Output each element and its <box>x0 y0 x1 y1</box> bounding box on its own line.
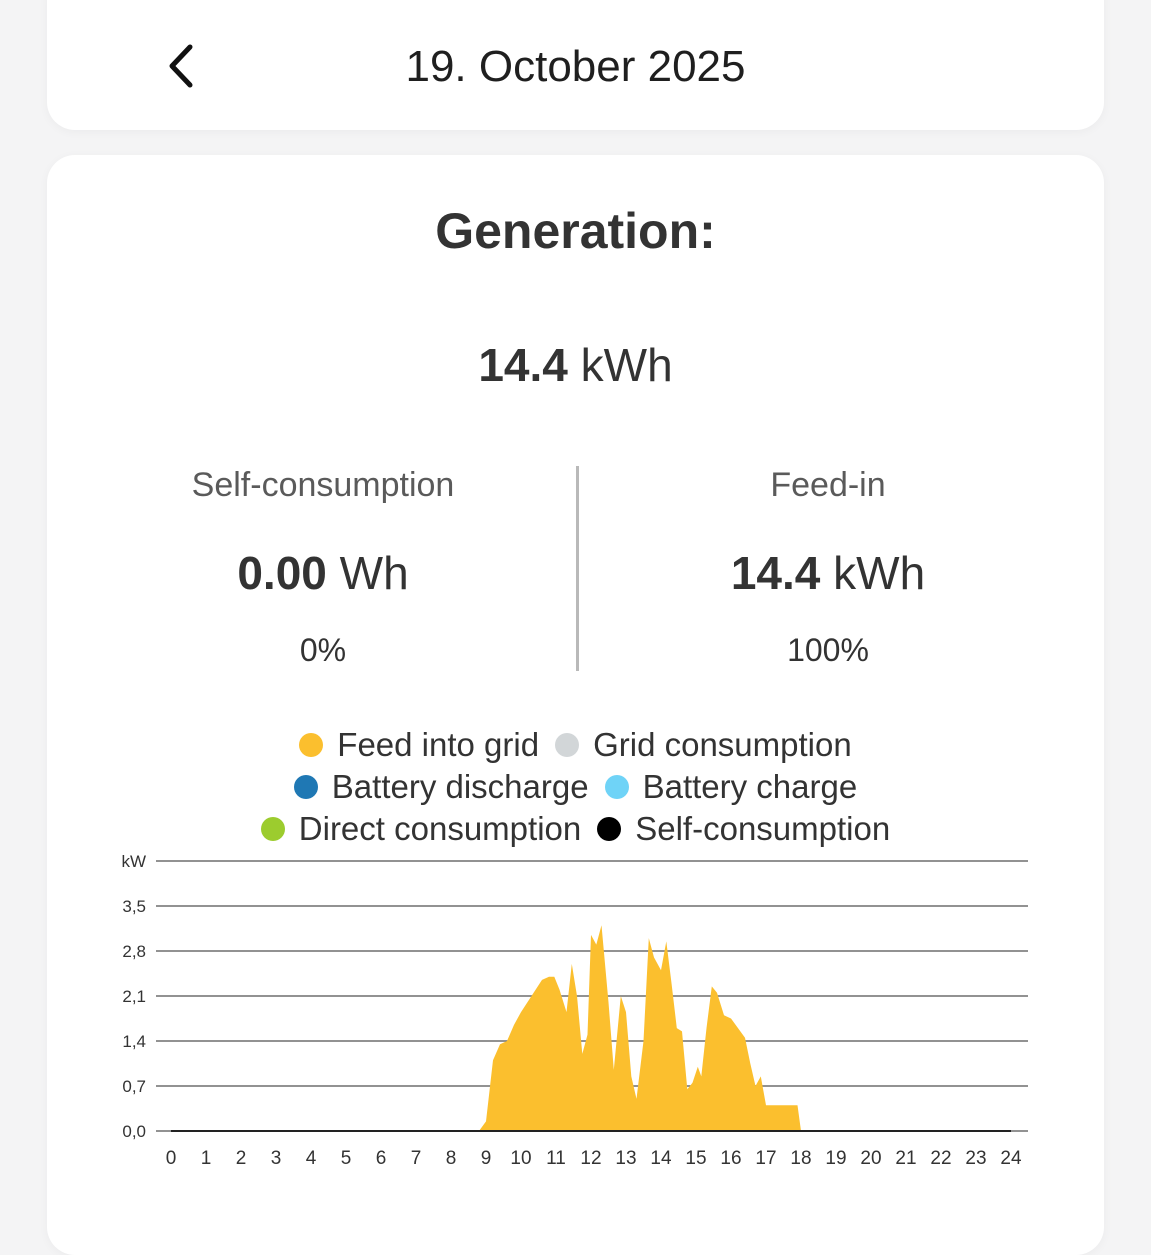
x-tick-label: 3 <box>271 1148 282 1169</box>
x-tick-label: 16 <box>720 1148 741 1169</box>
feed-in-percent: 100% <box>787 632 869 668</box>
generation-total-value: 14.4 <box>478 339 568 391</box>
legend-battery-charge[interactable]: Battery charge <box>604 768 858 806</box>
legend-label: Grid consumption <box>593 726 852 763</box>
x-tick-label: 23 <box>965 1148 986 1169</box>
x-tick-label: 0 <box>166 1148 177 1169</box>
legend-label: Feed into grid <box>337 726 540 763</box>
chevron-left-icon <box>169 44 193 88</box>
x-tick-label: 11 <box>546 1148 566 1169</box>
x-tick-label: 15 <box>685 1148 706 1169</box>
self-consumption-unit: Wh <box>339 547 409 599</box>
chart-legend-row: Direct consumption Self-consumption <box>0 810 1151 848</box>
legend-dot-battery-discharge <box>293 775 318 799</box>
legend-label: Battery charge <box>642 768 858 805</box>
legend-grid-consumption[interactable]: Grid consumption <box>555 726 852 764</box>
x-tick-label: 4 <box>306 1148 317 1169</box>
legend-self-consumption[interactable]: Self-consumption <box>597 810 890 848</box>
x-tick-label: 22 <box>930 1148 951 1169</box>
feed-in-value: 14.4 kWh <box>618 546 1038 602</box>
stats-divider <box>576 466 579 671</box>
x-tick-label: 10 <box>510 1148 531 1169</box>
legend-battery-discharge[interactable]: Battery discharge <box>293 768 589 806</box>
x-tick-label: 8 <box>446 1148 457 1169</box>
self-consumption-number: 0.00 <box>237 547 327 599</box>
self-consumption-label: Self-consumption <box>191 466 455 504</box>
x-tick-label: 17 <box>755 1148 776 1169</box>
legend-dot-feed-into-grid <box>299 733 324 757</box>
x-tick-label: 6 <box>376 1148 387 1169</box>
x-tick-label: 21 <box>895 1148 916 1169</box>
x-tick-label: 24 <box>1000 1148 1022 1169</box>
legend-label: Direct consumption <box>298 810 582 847</box>
x-tick-label: 12 <box>580 1148 601 1169</box>
legend-dot-grid-consumption <box>555 733 580 757</box>
legend-dot-self-consumption <box>597 817 622 841</box>
x-tick-label: 14 <box>650 1148 672 1169</box>
x-tick-label: 20 <box>860 1148 881 1169</box>
chart-legend-row: Feed into grid Grid consumption <box>0 726 1151 764</box>
y-axis-unit-label: kW <box>121 852 146 871</box>
generation-chart: kW0,00,71,42,12,83,50 1 2 3 4 5 6 7 8 9 10 11 12 13 14… <box>121 852 1028 1169</box>
legend-dot-battery-charge <box>604 775 629 799</box>
date-header-card <box>47 0 1104 130</box>
back-button[interactable] <box>158 40 204 92</box>
generation-total-unit: kWh <box>580 339 673 391</box>
legend-label: Self-consumption <box>635 810 891 847</box>
x-tick-label: 2 <box>236 1148 247 1169</box>
feed-in-stat: Feed-in 14.4 kWh 100% <box>618 466 1038 669</box>
y-tick-label: 3,5 <box>122 897 146 916</box>
x-tick-label: 13 <box>615 1148 636 1169</box>
series-area-feed-into-grid <box>171 925 1011 1131</box>
generation-title: Generation: <box>435 203 716 259</box>
x-tick-label: 18 <box>790 1148 811 1169</box>
legend-feed-into-grid[interactable]: Feed into grid <box>299 726 539 764</box>
legend-label: Battery discharge <box>331 768 589 805</box>
y-tick-label: 2,1 <box>122 987 146 1006</box>
x-tick-label: 1 <box>201 1148 212 1169</box>
self-consumption-value: 0.00 Wh <box>113 546 533 602</box>
x-tick-label: 19 <box>825 1148 846 1169</box>
feed-in-label: Feed-in <box>770 466 886 504</box>
y-tick-label: 1,4 <box>122 1032 146 1051</box>
y-tick-label: 2,8 <box>122 942 146 961</box>
self-consumption-stat: Self-consumption 0.00 Wh 0% <box>113 466 533 669</box>
chart-legend-row: Battery discharge Battery charge <box>0 768 1151 806</box>
y-tick-label: 0,7 <box>122 1077 146 1096</box>
feed-in-unit: kWh <box>833 547 926 599</box>
legend-direct-consumption[interactable]: Direct consumption <box>260 810 582 848</box>
y-tick-label: 0,0 <box>122 1122 146 1141</box>
x-tick-label: 7 <box>411 1148 422 1169</box>
date-title: 19. October 2025 <box>405 42 746 91</box>
legend-dot-direct-consumption <box>260 817 285 841</box>
generation-total: 14.4 kWh <box>0 338 1151 392</box>
x-tick-label: 9 <box>481 1148 492 1169</box>
x-tick-label: 5 <box>341 1148 352 1169</box>
feed-in-number: 14.4 <box>730 547 821 599</box>
self-consumption-percent: 0% <box>299 632 347 668</box>
